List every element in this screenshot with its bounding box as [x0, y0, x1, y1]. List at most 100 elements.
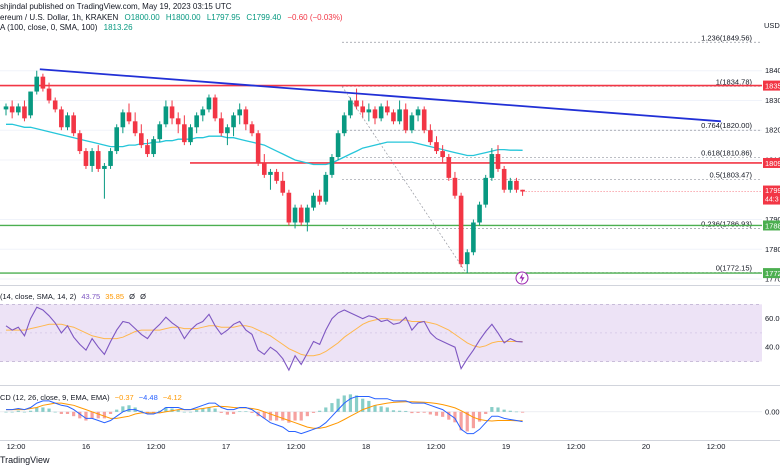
fib-level-label: 0.236(1786.93)	[701, 220, 752, 229]
macd-hist-bar	[391, 410, 396, 412]
candle-body	[421, 109, 427, 131]
macd-hist-bar	[422, 411, 426, 413]
time-tick-label: 17	[222, 442, 230, 451]
macd-hist-bar	[176, 409, 180, 412]
candle-body	[262, 162, 267, 175]
candle-body	[114, 127, 119, 152]
candle-body	[329, 157, 335, 175]
time-tick-label: 12:00	[427, 442, 446, 451]
rsi-tick-label: 60.00	[765, 314, 780, 323]
candle-body	[231, 115, 236, 128]
candle-body	[514, 180, 519, 190]
candle-body	[305, 207, 310, 223]
candle-body	[3, 106, 9, 110]
time-tick-label: 19	[502, 442, 510, 451]
macd-hist-bar	[78, 411, 82, 419]
rsi-extra-1: Ø	[129, 292, 135, 301]
lightning-bolt	[519, 273, 525, 283]
currency-label: USD	[764, 21, 780, 30]
macd-hist-bar	[219, 411, 223, 413]
macd-hist-bar	[465, 411, 469, 432]
price-tick-label: 1790	[765, 215, 780, 224]
price-tick-label: 1840	[765, 66, 780, 75]
countdown-text: 44:3	[765, 197, 779, 204]
macd-hist-bar	[16, 410, 20, 412]
candle-body	[182, 124, 187, 143]
price-axis-bg	[762, 0, 780, 470]
support-price-tag	[763, 268, 780, 279]
candle-body	[452, 177, 458, 196]
macd-hist-bar	[35, 407, 39, 412]
candle-body	[34, 76, 40, 92]
candle-body	[298, 207, 304, 223]
time-tick-label: 16	[82, 442, 90, 451]
candle-body	[102, 165, 107, 169]
candle-body	[489, 154, 495, 178]
candle-body	[391, 112, 396, 122]
macd-label: CD (12, 26, close, 9, EMA, EMA)	[0, 393, 110, 402]
macd-signal-line	[6, 401, 523, 429]
price-tick-label: 1780	[765, 245, 780, 254]
candle-body	[163, 106, 169, 125]
macd-hist-bar	[145, 411, 150, 413]
macd-signal-value: −4.12	[162, 393, 182, 402]
macd-hist-bar	[484, 411, 488, 414]
open-value: O1800.00	[124, 13, 160, 22]
candle-body	[464, 252, 470, 265]
macd-hist-bar	[207, 407, 211, 412]
macd-hist-bar	[268, 411, 273, 421]
macd-hist-bar	[514, 411, 519, 413]
macd-hist-bar	[262, 411, 266, 419]
candle-body	[317, 195, 322, 202]
fib-level-label: 0(1772.15)	[716, 264, 753, 273]
time-tick-label: 20	[642, 442, 650, 451]
candle-body	[243, 109, 249, 125]
macd-hist-bar	[201, 408, 205, 412]
macd-hist-bar	[152, 411, 156, 413]
candle-body	[268, 171, 273, 175]
rsi-tick-label: 40.00	[765, 343, 780, 352]
candle-body	[428, 130, 433, 143]
candle-body	[200, 109, 206, 116]
macd-hist-bar	[404, 410, 408, 412]
candle-body	[292, 207, 298, 223]
macd-line	[6, 396, 523, 435]
rsi-label: (14, close, SMA, 14, 2)	[0, 292, 77, 301]
macd-hist-bar	[299, 411, 303, 421]
macd-hist-bar	[293, 411, 297, 421]
macd-hist-bar	[225, 411, 229, 415]
resistance-price-tag	[763, 157, 780, 168]
candle-body	[52, 100, 58, 110]
price-tick-label: 1830	[765, 96, 780, 105]
macd-hist-bar	[379, 406, 383, 412]
candle-body	[274, 171, 279, 181]
macd-hist-bar	[318, 410, 322, 412]
macd-hist-bar	[385, 407, 389, 412]
candle-body	[46, 88, 52, 101]
time-tick-label: 12:00	[287, 442, 306, 451]
resistance-price-tag	[763, 80, 780, 91]
close-value: C1799.40	[246, 13, 282, 22]
macd-hist-bar	[102, 411, 106, 419]
fib-level-label: 0.764(1820.00)	[701, 121, 752, 130]
macd-hist-bar	[195, 410, 199, 412]
support-price-tag	[763, 220, 780, 231]
support-price-text: 1788	[765, 221, 780, 230]
candle-body	[188, 127, 193, 143]
macd-hist-bar	[53, 411, 57, 413]
macd-hist-bar	[336, 398, 340, 412]
candle-body	[95, 151, 101, 169]
macd-hist-bar	[41, 407, 45, 412]
macd-hist-bar	[428, 411, 432, 415]
macd-hist-bar	[311, 411, 316, 413]
ma-legend: A (100, close, 0, SMA, 100) 1813.26	[0, 23, 137, 32]
rsi-value: 43.75	[81, 292, 101, 301]
last-price-text: 1799	[765, 186, 780, 195]
macd-hist-bar	[348, 394, 352, 412]
tradingview-footer: TradingView	[0, 455, 50, 465]
rsi-ma-value: 35.85	[105, 292, 125, 301]
macd-hist-bar	[127, 405, 131, 412]
candle-body	[409, 115, 415, 131]
bearish-trendline	[39, 68, 722, 123]
